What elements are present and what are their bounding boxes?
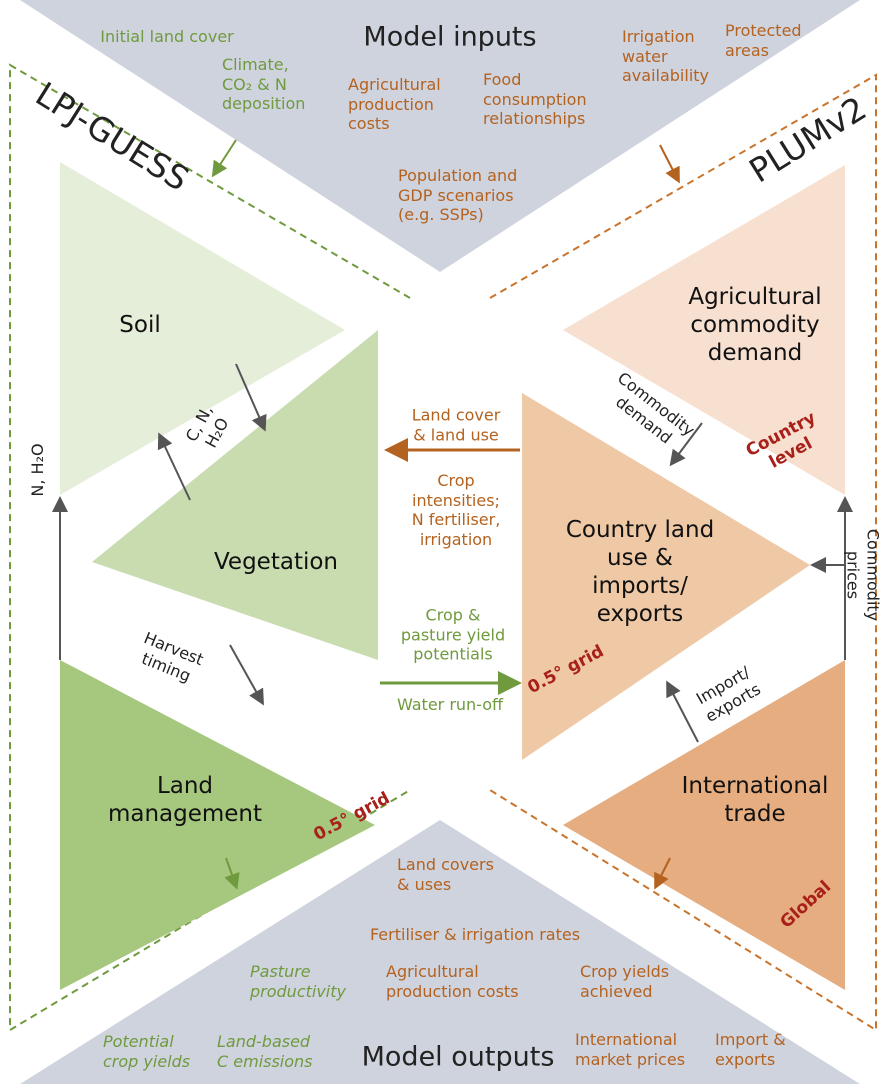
node-label: Land management (107, 772, 263, 827)
inputs-title: Model inputs (363, 21, 537, 53)
flow-label: Crop intensities; N fertiliser, irrigati… (411, 470, 501, 549)
arrow (666, 680, 699, 743)
input-label: Food consumption relationships (483, 70, 587, 129)
output-label: Crop yields achieved (580, 962, 670, 1001)
input-label: Protected areas (725, 21, 802, 60)
flow-label: Crop & pasture yield potentials (400, 605, 506, 664)
output-label: Fertiliser & irrigation rates (369, 925, 581, 945)
demand-shape (563, 165, 845, 495)
node-label: Country land use & imports/ exports (565, 516, 715, 628)
input-label: Irrigation water availability (622, 27, 710, 86)
arrow (235, 363, 267, 432)
node-label: Agricultural commodity demand (688, 283, 822, 367)
node-label: International trade (681, 772, 829, 827)
outputs-title: Model outputs (361, 1041, 555, 1073)
flow-label: Land cover & land use (411, 405, 501, 444)
arrow (224, 857, 240, 890)
land-management-shape (60, 660, 375, 990)
output-label: Land-based C emissions (217, 1032, 313, 1071)
output-label: Agricultural production costs (386, 962, 519, 1001)
arrow (669, 422, 703, 467)
arrow (211, 139, 237, 178)
node-label: Vegetation (213, 548, 339, 575)
arrow (654, 857, 671, 890)
input-label: Initial land cover (100, 27, 234, 47)
input-label: Agricultural production costs (348, 75, 441, 134)
node-label: Soil (119, 311, 161, 338)
flow-label: Commodity prices (844, 528, 880, 622)
output-label: International market prices (575, 1030, 686, 1069)
output-label: Land covers & uses (397, 855, 494, 894)
soil-shape (60, 162, 345, 495)
plum-boundary (489, 73, 877, 1032)
arrow (229, 644, 264, 706)
output-label: Import & exports (715, 1030, 786, 1069)
flow-label: Water run-off (396, 695, 504, 715)
vegetation-shape (92, 330, 378, 660)
arrow (157, 432, 191, 501)
outputs-panel (20, 820, 860, 1084)
input-label: Population and GDP scenarios (e.g. SSPs) (398, 166, 518, 225)
country-shape (522, 393, 810, 760)
output-label: Potential crop yields (103, 1032, 191, 1071)
trade-shape (563, 660, 845, 990)
input-label: Climate, CO₂ & N deposition (222, 55, 306, 114)
arrow (659, 144, 680, 184)
flow-label: N, H₂O (28, 443, 48, 497)
inputs-panel (20, 0, 860, 272)
output-label: Pasture productivity (250, 962, 346, 1001)
